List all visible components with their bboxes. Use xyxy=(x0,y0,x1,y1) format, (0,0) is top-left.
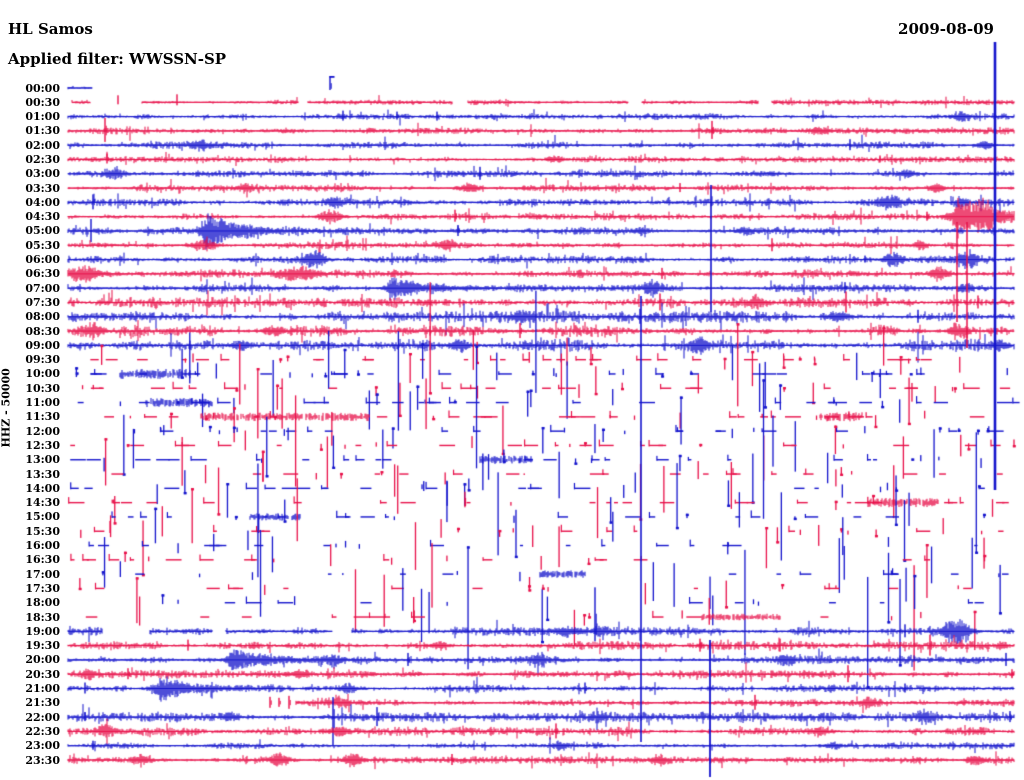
row-time-label: 11:00 xyxy=(25,396,60,410)
row-time-label: 03:30 xyxy=(25,181,60,195)
row-time-label: 17:30 xyxy=(25,581,60,595)
row-time-label: 04:30 xyxy=(25,210,60,224)
row-time-label: 14:30 xyxy=(25,496,60,510)
row-time-label: 16:00 xyxy=(25,539,60,553)
row-time-label: 20:30 xyxy=(25,667,60,681)
row-time-label: 08:00 xyxy=(25,310,60,324)
row-time-label: 21:30 xyxy=(25,696,60,710)
row-time-label: 09:30 xyxy=(25,353,60,367)
row-time-label: 07:30 xyxy=(25,295,60,309)
row-time-label: 22:00 xyxy=(25,710,60,724)
row-time-label: 04:00 xyxy=(25,195,60,209)
row-time-label: 08:30 xyxy=(25,324,60,338)
row-time-label: 06:30 xyxy=(25,267,60,281)
row-time-label: 05:00 xyxy=(25,224,60,238)
row-time-label: 00:00 xyxy=(25,81,60,95)
row-time-label: 10:30 xyxy=(25,381,60,395)
row-time-label: 23:30 xyxy=(25,753,60,767)
row-time-label: 18:00 xyxy=(25,596,60,610)
row-time-label: 12:30 xyxy=(25,438,60,452)
row-time-label: 15:00 xyxy=(25,510,60,524)
filter-label: Applied filter: WWSSN-SP xyxy=(8,50,227,68)
row-time-label: 03:00 xyxy=(25,167,60,181)
row-time-label: 12:00 xyxy=(25,424,60,438)
row-time-label: 01:30 xyxy=(25,124,60,138)
row-time-label: 23:00 xyxy=(25,739,60,753)
row-time-label: 15:30 xyxy=(25,524,60,538)
row-time-label: 10:00 xyxy=(25,367,60,381)
row-time-label: 14:00 xyxy=(25,481,60,495)
row-time-label: 02:00 xyxy=(25,138,60,152)
row-time-label: 09:00 xyxy=(25,338,60,352)
row-time-label: 02:30 xyxy=(25,152,60,166)
row-time-label: 01:00 xyxy=(25,110,60,124)
date-label: 2009-08-09 xyxy=(898,20,994,38)
row-time-label: 22:30 xyxy=(25,724,60,738)
row-time-label: 13:30 xyxy=(25,467,60,481)
row-time-label: 18:30 xyxy=(25,610,60,624)
row-time-label: 13:00 xyxy=(25,453,60,467)
row-time-label: 19:00 xyxy=(25,624,60,638)
row-time-label: 19:30 xyxy=(25,639,60,653)
row-time-label: 00:30 xyxy=(25,95,60,109)
row-time-label: 05:30 xyxy=(25,238,60,252)
row-time-label: 16:30 xyxy=(25,553,60,567)
row-time-label: 21:00 xyxy=(25,682,60,695)
station-title: HL Samos xyxy=(8,20,93,38)
row-time-label: 07:00 xyxy=(25,281,60,295)
row-time-label: 06:00 xyxy=(25,253,60,267)
row-time-label: 11:30 xyxy=(25,410,60,424)
row-time-label: 20:00 xyxy=(25,653,60,667)
row-time-label: 17:00 xyxy=(25,567,60,581)
